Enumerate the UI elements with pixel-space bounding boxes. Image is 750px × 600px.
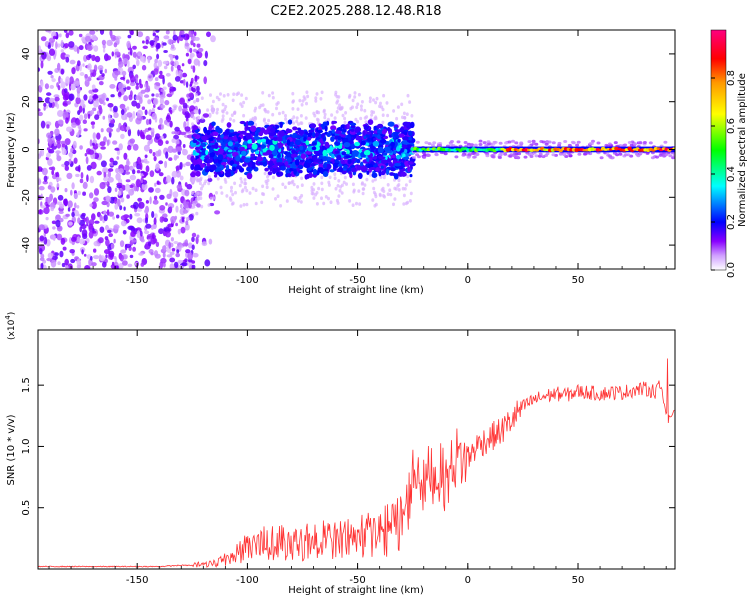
snr-ylabel: SNR (10 * v/v) [6, 414, 17, 485]
snr-multiplier: (x104) [4, 312, 17, 340]
y-tick-label: -20 [21, 189, 32, 205]
svg-text:(x104): (x104) [4, 312, 17, 340]
y-tick-label: -40 [21, 237, 32, 253]
snr-multiplier-exp: 4 [4, 315, 12, 320]
snr-axes: -150 -100 -50 0 50 0.5 1.0 1.5 [21, 330, 675, 586]
x-tick-label: -100 [236, 575, 259, 586]
y-tick-label: 1.0 [21, 438, 32, 454]
x-tick-label: 0 [465, 575, 471, 586]
x-tick-label: 0 [465, 275, 471, 286]
snr-multiplier-close: ) [7, 312, 17, 316]
x-tick-label: -150 [126, 575, 149, 586]
snr-line [38, 358, 675, 568]
spectrogram-axes: -150 -100 -50 0 50 -40 -20 0 20 40 [21, 30, 675, 286]
snr-frame [37, 329, 676, 570]
x-tick-label: -50 [349, 275, 365, 286]
colorbar-tick-label: 0.0 [726, 262, 737, 278]
colorbar-ticks: 0.0 0.2 0.4 0.6 0.8 [711, 70, 737, 278]
y-tick-label: 1.5 [21, 377, 32, 393]
x-tick-label: -150 [126, 275, 149, 286]
snr-panel: -150 -100 -50 0 50 0.5 1.0 1.5 Height of straig… [4, 312, 676, 596]
y-tick-label: 40 [21, 48, 32, 61]
colorbar-label: Normalized spectral amplitude [737, 73, 748, 227]
snr-background [38, 330, 675, 569]
colorbar-tick-label: 0.6 [726, 118, 737, 134]
x-tick-label: -50 [349, 575, 365, 586]
colorbar-gradient [710, 29, 727, 271]
y-tick-label: 0.5 [21, 500, 32, 516]
colorbar-tick-label: 0.4 [726, 166, 737, 182]
spectrogram-panel: -150 -100 -50 0 50 -40 -20 0 20 40 Height of stra… [6, 29, 676, 296]
spectrogram-xlabel: Height of straight line (km) [288, 285, 424, 296]
snr-multiplier-base: (x10 [7, 319, 17, 340]
snr-xlabel: Height of straight line (km) [288, 585, 424, 596]
colorbar-tick-label: 0.8 [726, 70, 737, 86]
y-tick-label: 0 [21, 146, 32, 152]
y-tick-label: 20 [21, 95, 32, 108]
x-tick-label: -100 [236, 275, 259, 286]
x-tick-label: 50 [572, 575, 585, 586]
x-tick-label: 50 [572, 275, 585, 286]
colorbar-tick-label: 0.2 [726, 214, 737, 230]
figure-title: C2E2.2025.288.12.48.R18 [270, 4, 441, 19]
spectrogram-heatmap [38, 30, 675, 269]
colorbar: 0.0 0.2 0.4 0.6 0.8 Normalized spectral ampl… [710, 29, 748, 278]
spectrogram-ylabel: Frequency (Hz) [6, 112, 17, 188]
